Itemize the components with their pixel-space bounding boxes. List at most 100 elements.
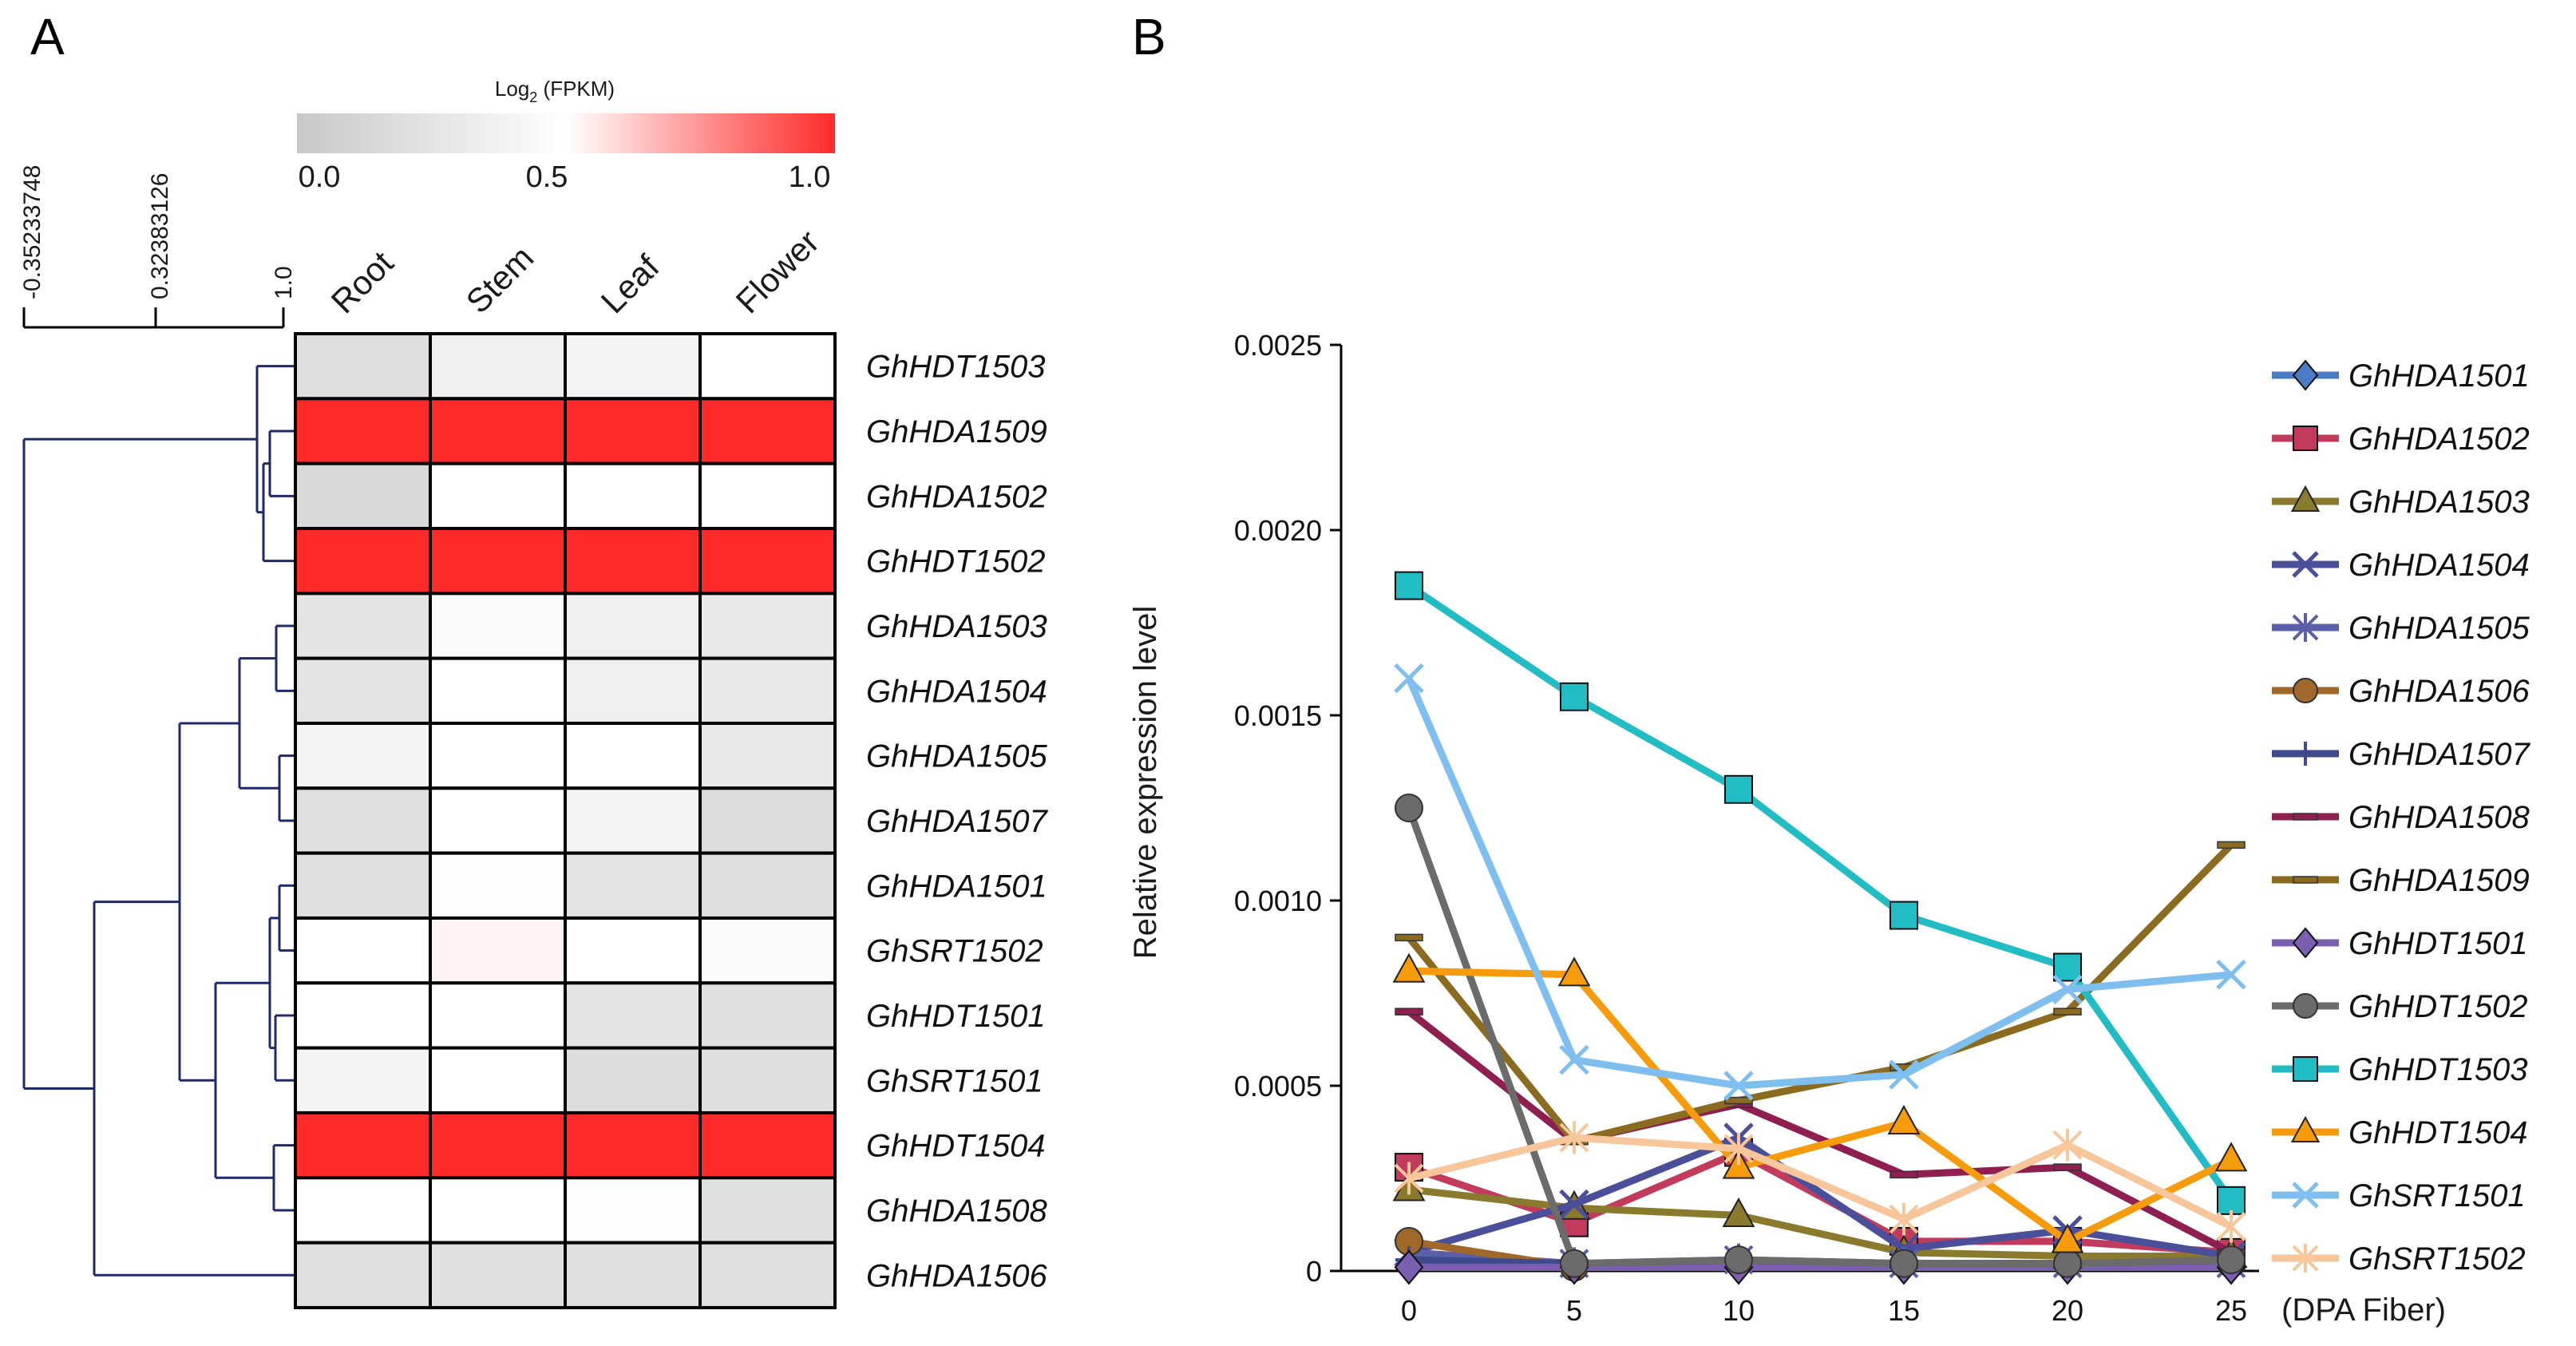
series-line — [1405, 676, 2232, 1090]
heatmap-cell — [698, 656, 837, 725]
series-line — [1407, 1008, 2234, 1256]
data-point — [1723, 1071, 1754, 1101]
data-point — [2216, 1209, 2246, 1243]
data-point — [1394, 1249, 1424, 1285]
heatmap-cell — [429, 1241, 567, 1309]
data-point — [1559, 1121, 1589, 1154]
y-tick-label: 0.0015 — [1234, 699, 1322, 732]
heatmap-cell — [698, 786, 837, 855]
heatmap-cell — [294, 851, 432, 920]
heatmap-cell — [564, 1046, 702, 1114]
data-point — [1395, 571, 1423, 600]
heatmap-row-labels: GhHDT1503 GhHDA1509 GhHDA1502 GhHDT1502 GhHD… — [866, 350, 1049, 1294]
legend-item: GhHDA1509 — [2272, 863, 2530, 898]
heatmap-row-label: GhHDA1503 — [866, 609, 1047, 644]
data-point — [1557, 956, 1591, 987]
heatmap-cell — [294, 916, 432, 985]
line-chart: Relative expression level (DPA Fiber) 00… — [1128, 329, 2531, 1328]
heatmap-cell — [429, 526, 567, 596]
heatmap-row-label: GhHDA1505 — [866, 739, 1048, 774]
heatmap-column-label: Flower — [729, 223, 826, 320]
heatmap-cell — [698, 1241, 837, 1309]
x-tick-label: 15 — [1888, 1294, 1920, 1327]
heatmap-cell — [564, 916, 702, 985]
heatmap-cell — [698, 721, 837, 790]
heatmap-cell — [564, 592, 702, 660]
legend-item: GhHDA1501 — [2272, 358, 2530, 394]
data-point — [2292, 1182, 2319, 1209]
series-line — [1407, 582, 2234, 1203]
heatmap-cell — [564, 332, 702, 401]
heatmap-cell — [294, 981, 432, 1050]
series-line — [1408, 967, 2234, 1245]
data-point — [1560, 682, 1589, 711]
data-point — [1887, 1104, 1921, 1134]
legend-label: GhHDT1501 — [2348, 926, 2528, 961]
heatmap-row-label: GhHDA1508 — [866, 1194, 1048, 1229]
data-point — [1889, 1249, 1918, 1278]
data-point — [2292, 551, 2319, 578]
data-point — [2290, 1115, 2321, 1142]
heatmap-column-label: Root — [324, 243, 401, 320]
series-line — [1408, 1186, 2231, 1260]
legend-label: GhHDA1501 — [2348, 358, 2530, 394]
legend-item: GhHDT1502 — [2272, 989, 2528, 1024]
series-GhSRT1501 — [1394, 663, 2246, 1101]
x-axis-label: (DPA Fiber) — [2281, 1293, 2446, 1328]
data-point — [2217, 1186, 2246, 1215]
data-point — [2292, 1244, 2319, 1273]
legend-label: GhHDA1507 — [2348, 737, 2531, 772]
heatmap-row-label: GhSRT1501 — [866, 1063, 1043, 1099]
x-tick-label: 20 — [2052, 1294, 2083, 1327]
data-point — [2053, 952, 2082, 982]
data-point — [2053, 1163, 2082, 1171]
series-GhHDT1503 — [1395, 571, 2246, 1215]
legend-label: GhHDA1504 — [2348, 548, 2530, 583]
heatmap-cell — [698, 592, 837, 660]
data-point — [2053, 1249, 2082, 1278]
series-group — [1392, 571, 2248, 1285]
heatmap-row-label: GhHDT1504 — [866, 1129, 1046, 1164]
data-point — [1395, 933, 1423, 942]
data-point — [2292, 927, 2319, 959]
heatmap-column-label: Leaf — [594, 247, 667, 320]
legend-label: GhHDT1504 — [2348, 1115, 2528, 1150]
legend-label: GhSRT1501 — [2348, 1178, 2526, 1213]
colorbar — [297, 113, 835, 153]
heatmap-cells — [294, 332, 837, 1309]
heatmap-cell — [564, 1176, 702, 1245]
data-point — [1889, 1202, 1919, 1236]
data-point — [1559, 1189, 1589, 1220]
legend-item: GhHDA1506 — [2272, 674, 2530, 709]
heatmap-cell — [698, 916, 837, 985]
legend-label: GhHDT1502 — [2348, 989, 2528, 1024]
heatmap-cell — [429, 851, 567, 920]
heatmap-cell — [564, 1241, 702, 1309]
heatmap-cell — [564, 526, 702, 596]
legend-item: GhHDA1503 — [2272, 485, 2530, 520]
y-axis-label: Relative expression level — [1128, 606, 1163, 959]
legend-label: GhSRT1502 — [2348, 1241, 2526, 1277]
heatmap-cell — [294, 786, 432, 855]
heatmap-row-label: GhHDT1502 — [866, 544, 1046, 580]
colorbar-tick-0: 0.0 — [299, 160, 341, 194]
colorbar-title-sub: 2 — [529, 89, 537, 105]
heatmap-cell — [564, 397, 702, 465]
heatmap-row-label: GhHDA1507 — [866, 804, 1049, 839]
heatmap-cell — [698, 332, 837, 401]
heatmap-cell — [564, 461, 702, 530]
series-line — [1405, 806, 2232, 1268]
dendrogram — [22, 365, 295, 1277]
colorbar-title-main: Log — [495, 77, 529, 101]
data-point — [1394, 1162, 1424, 1195]
data-point — [1724, 1096, 1753, 1105]
heatmap-cell — [429, 981, 567, 1050]
legend-item: GhSRT1502 — [2272, 1241, 2526, 1277]
heatmap-cell — [564, 981, 702, 1050]
heatmap-cell — [429, 656, 567, 725]
legend-item: GhHDA1505 — [2272, 611, 2530, 646]
heatmap-cell — [294, 461, 432, 530]
legend: GhHDA1501 GhHDA1502 GhHDA1503 GhHDA1504 GhHD… — [2272, 358, 2531, 1277]
heatmap-column-label: Stem — [459, 239, 541, 321]
heatmap-cell — [294, 656, 432, 725]
